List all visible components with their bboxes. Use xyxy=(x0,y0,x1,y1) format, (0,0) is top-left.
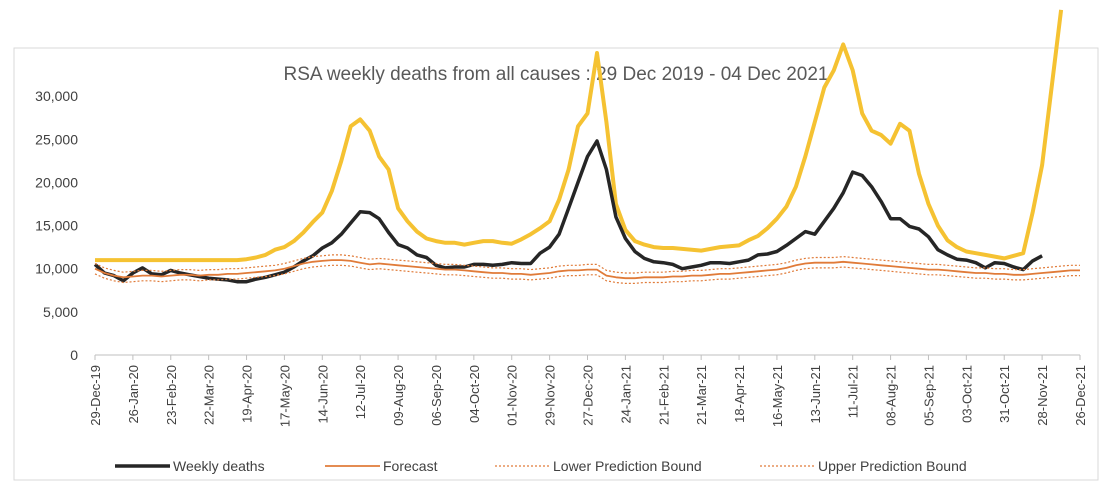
y-tick-label: 5,000 xyxy=(43,304,78,320)
series-line xyxy=(94,264,1080,284)
x-tick-label: 12-Jul-20 xyxy=(353,365,368,419)
x-tick-label: 24-Jan-21 xyxy=(618,365,633,424)
legend-label: Weekly deaths xyxy=(173,458,265,474)
legend-label: Lower Prediction Bound xyxy=(553,458,702,474)
x-tick-label: 05-Sep-21 xyxy=(921,365,936,426)
x-tick-label: 03-Oct-21 xyxy=(959,365,974,423)
chart-title: RSA weekly deaths from all causes : 29 D… xyxy=(284,64,829,85)
x-tick-label: 11-Jul-21 xyxy=(846,365,861,418)
legend-label: Upper Prediction Bound xyxy=(818,458,967,474)
x-tick-label: 16-May-21 xyxy=(770,365,785,427)
x-tick-label: 08-Aug-21 xyxy=(884,365,899,426)
x-tick-label: 27-Dec-20 xyxy=(581,365,596,426)
y-tick-label: 25,000 xyxy=(35,131,78,147)
series-line xyxy=(94,254,1080,274)
series-line xyxy=(94,259,1080,280)
series-line xyxy=(93,139,1043,284)
x-tick-label: 13-Jun-21 xyxy=(808,365,823,424)
x-tick-label: 09-Aug-20 xyxy=(391,365,406,426)
y-tick-label: 30,000 xyxy=(35,88,78,104)
x-tick-label: 21-Feb-21 xyxy=(656,365,671,425)
y-tick-label: 20,000 xyxy=(35,174,78,190)
x-tick-label: 29-Nov-20 xyxy=(543,365,558,426)
chart-border xyxy=(13,47,1099,481)
x-tick-label: 19-Apr-20 xyxy=(240,365,255,423)
x-tick-label: 01-Nov-20 xyxy=(505,365,520,426)
x-tick-label: 18-Apr-21 xyxy=(732,365,747,423)
x-tick-label: 21-Mar-21 xyxy=(694,365,709,425)
x-tick-label: 31-Oct-21 xyxy=(997,365,1012,423)
y-tick-label: 10,000 xyxy=(35,261,78,277)
legend-label: Forecast xyxy=(383,458,438,474)
x-tick-label: 28-Nov-21 xyxy=(1035,365,1050,426)
x-tick-label: 26-Dec-21 xyxy=(1073,365,1088,426)
y-tick-label: 0 xyxy=(70,347,78,363)
series-line xyxy=(95,9,1064,263)
x-tick-label: 29-Dec-19 xyxy=(88,365,103,426)
x-tick-label: 26-Jan-20 xyxy=(126,365,141,424)
x-tick-label: 23-Feb-20 xyxy=(164,365,179,425)
y-tick-label: 15,000 xyxy=(35,218,78,234)
x-tick-label: 14-Jun-20 xyxy=(315,365,330,424)
x-tick-label: 06-Sep-20 xyxy=(429,365,444,426)
x-tick-label: 17-May-20 xyxy=(277,365,292,427)
x-tick-label: 22-Mar-20 xyxy=(202,365,217,425)
x-tick-label: 04-Oct-20 xyxy=(467,365,482,423)
